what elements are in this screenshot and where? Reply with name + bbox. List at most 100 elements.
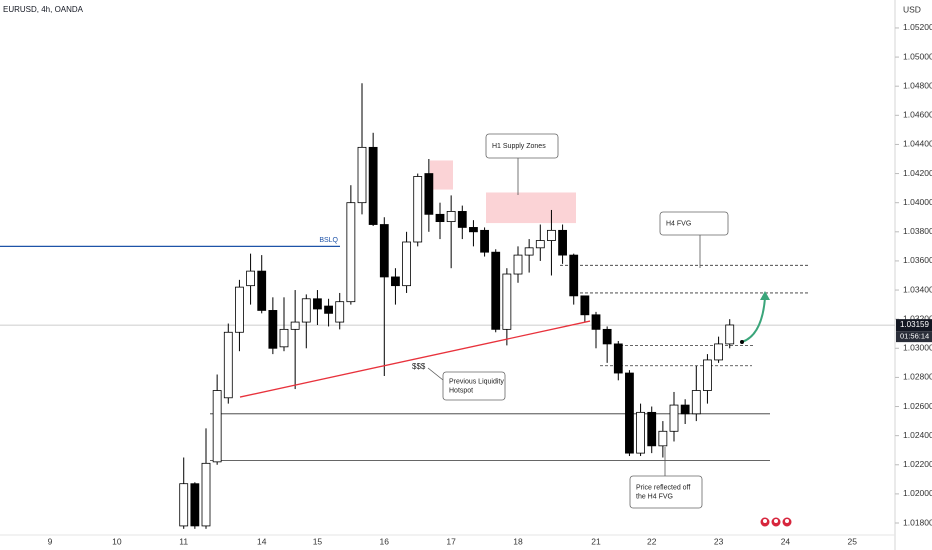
candle-body: [647, 411, 657, 447]
y-tick-label: 1.03000: [903, 343, 932, 353]
candle-body: [368, 146, 378, 225]
candle-body: [201, 462, 211, 527]
y-tick-label: 1.03200: [903, 313, 932, 323]
candle-body: [301, 298, 311, 323]
candle-body: [636, 411, 645, 454]
candle-body: [613, 343, 623, 374]
y-tick-label: 1.04400: [903, 139, 932, 149]
x-tick-label: 23: [714, 536, 724, 546]
candle-body: [569, 254, 579, 297]
y-tick-label: 1.04800: [903, 80, 932, 90]
candle-body: [324, 305, 333, 314]
candle-body: [547, 229, 556, 241]
x-tick-label: 17: [446, 536, 456, 546]
callout-text: Previous Liquidity: [449, 378, 504, 385]
candle-body: [602, 328, 612, 345]
candle-body: [313, 298, 322, 310]
supply-zone: [430, 160, 453, 190]
y-tick-label: 1.02600: [903, 401, 932, 411]
x-tick-label: 25: [848, 536, 858, 546]
candle-body: [246, 270, 255, 287]
candle-body: [703, 359, 712, 391]
candle-body: [457, 211, 467, 228]
y-tick-label: 1.03400: [903, 284, 932, 294]
candle-body: [524, 247, 534, 256]
x-tick-label: 21: [591, 536, 601, 546]
x-tick-label: 10: [112, 536, 122, 546]
candle-body: [591, 314, 601, 330]
candle-body: [424, 173, 434, 215]
callout-text: the H4 FVG: [636, 493, 673, 500]
y-tick-label: 1.02800: [903, 372, 932, 382]
anchor-dot: [740, 340, 744, 344]
y-tick-label: 1.02000: [903, 488, 932, 498]
y-tick-label: 1.02400: [903, 430, 932, 440]
liquidity-mark: $$$: [412, 362, 426, 371]
candle-body: [235, 286, 244, 333]
x-tick-label: 16: [380, 536, 390, 546]
flags: [759, 516, 793, 528]
countdown-tag: [896, 331, 932, 343]
plot-area: [0, 83, 895, 529]
chart-title: EURUSD, 4h, OANDA: [3, 5, 84, 14]
projection-arrow: [741, 297, 766, 343]
candle-body: [435, 213, 445, 223]
x-tick-label: 14: [257, 536, 267, 546]
x-tick-label: 18: [513, 536, 523, 546]
candle-body: [212, 390, 222, 463]
y-tick-label: 1.04200: [903, 168, 932, 178]
y-tick-label: 1.05000: [903, 51, 932, 61]
candle-body: [491, 251, 501, 330]
y-tick-label: 1.04000: [903, 197, 932, 207]
candle-body: [346, 202, 356, 303]
last-price-label: 1.03159: [900, 320, 929, 329]
candle-body: [279, 328, 289, 348]
candle-body: [669, 404, 679, 432]
callout-text: H4 FVG: [666, 220, 691, 227]
candle-body: [714, 343, 723, 361]
y-tick-label: 1.05200: [903, 22, 932, 32]
callout-box: [485, 133, 559, 159]
candle-body: [446, 211, 456, 223]
callout-text: Hotspot: [449, 387, 473, 394]
arrow-head: [760, 291, 770, 300]
x-tick-label: 15: [313, 536, 323, 546]
callout-box: [659, 211, 729, 236]
y-tick-label: 1.02200: [903, 459, 932, 469]
x-tick-label: 11: [179, 536, 188, 546]
y-axis-label: USD: [903, 4, 921, 14]
candle-body: [480, 229, 489, 253]
y-tick-label: 1.03800: [903, 226, 932, 236]
candle-body: [691, 390, 701, 415]
last-price-tag: [896, 319, 932, 332]
candle-body: [190, 483, 200, 527]
candle-body: [391, 276, 400, 287]
candle-body: [223, 331, 233, 399]
candle-body: [725, 324, 735, 345]
callout-text: Price reflected off: [636, 484, 690, 491]
y-tick-label: 1.01800: [903, 517, 932, 527]
y-tick-label: 1.04600: [903, 110, 932, 120]
candle-body: [413, 176, 423, 243]
candle-body: [580, 295, 590, 316]
callout-text: H1 Supply Zones: [492, 143, 546, 150]
candle-body: [625, 372, 634, 454]
x-tick-label: 22: [647, 536, 657, 546]
callout-pointer: [427, 367, 444, 381]
candle-body: [402, 241, 411, 287]
candle-body: [502, 273, 512, 330]
candle-body: [535, 240, 545, 249]
candle-body: [257, 270, 267, 311]
candle-body: [658, 430, 668, 447]
candle-body: [469, 227, 478, 233]
bslq-label: BSLQ: [319, 237, 338, 244]
countdown-label: 01:56:14: [900, 332, 929, 341]
candle-body: [357, 146, 367, 204]
x-tick-label: 9: [48, 536, 53, 546]
trendline: [239, 320, 591, 398]
candle-body: [268, 310, 278, 349]
candle-body: [558, 229, 567, 256]
candle-body: [680, 404, 690, 415]
